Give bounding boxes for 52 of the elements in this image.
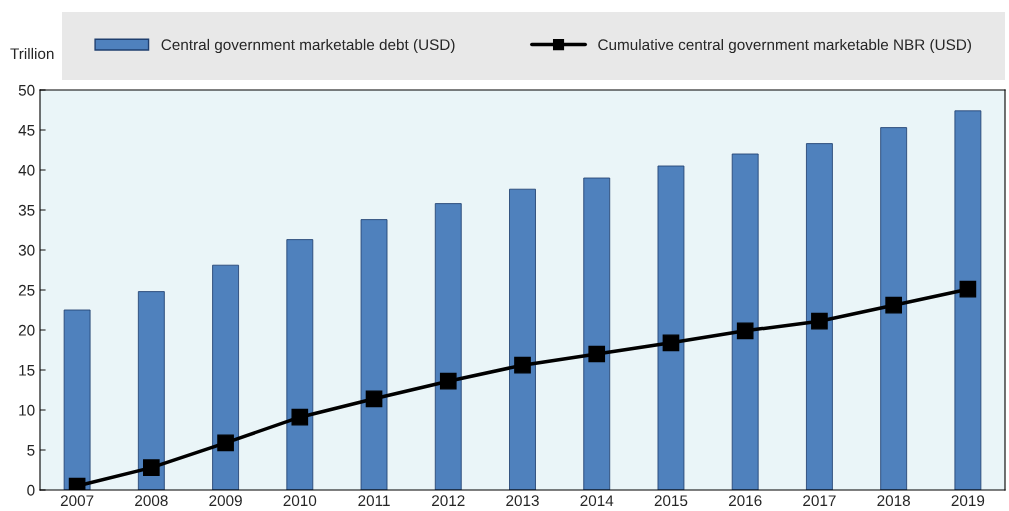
x-tick-label: 2019 <box>951 495 985 507</box>
bar <box>63 309 91 490</box>
point <box>811 312 828 330</box>
bar <box>212 264 239 490</box>
point <box>588 345 606 363</box>
x-tick-label: 2018 <box>877 495 910 507</box>
y-tick-label: 10 <box>19 404 35 416</box>
point <box>514 356 531 374</box>
x-tick-label: 2015 <box>654 495 688 507</box>
bar <box>434 203 462 490</box>
y-tick-label: 50 <box>18 84 35 96</box>
bar <box>806 143 833 490</box>
point <box>662 334 680 352</box>
point <box>143 459 160 476</box>
legend-label: Cumulative central government marketable NBR (USD) <box>598 38 971 54</box>
point <box>439 372 457 390</box>
y-tick-label: 20 <box>18 324 35 336</box>
y-tick-label: 45 <box>18 125 35 136</box>
point <box>365 390 383 408</box>
bar <box>731 153 759 490</box>
y-tick-label: 35 <box>18 204 35 216</box>
bar <box>137 291 165 490</box>
y-tick-label: 40 <box>18 164 35 176</box>
bar <box>509 188 536 490</box>
x-tick-label: 2008 <box>135 495 168 507</box>
x-tick-label: 2014 <box>580 495 614 507</box>
x-tick-label: 2013 <box>506 495 539 507</box>
x-tick-label: 2009 <box>209 495 242 507</box>
x-tick-label: 2010 <box>283 495 317 507</box>
legend-label: Central government marketable debt (USD) <box>161 38 455 54</box>
y-tick-label: 25 <box>18 284 35 296</box>
x-tick-label: 2017 <box>803 495 836 507</box>
bar <box>657 165 685 490</box>
y-axis-title: Trillion <box>10 47 54 60</box>
y-tick-label: 30 <box>18 244 35 256</box>
x-tick-label: 2012 <box>432 495 465 507</box>
y-tick-label: 0 <box>27 484 35 496</box>
bar <box>954 110 982 490</box>
x-tick-label: 2011 <box>358 495 390 507</box>
y-tick-label: 15 <box>19 365 35 376</box>
x-tick-label: 2007 <box>60 495 94 507</box>
y-tick-label: 5 <box>27 445 35 456</box>
bar <box>583 177 611 490</box>
x-tick-label: 2016 <box>728 495 762 507</box>
point <box>291 408 309 426</box>
point <box>959 280 977 298</box>
bar <box>880 127 908 490</box>
point <box>736 322 754 340</box>
bar <box>360 219 388 490</box>
point <box>217 434 234 452</box>
point <box>885 296 902 314</box>
bar <box>286 239 314 490</box>
